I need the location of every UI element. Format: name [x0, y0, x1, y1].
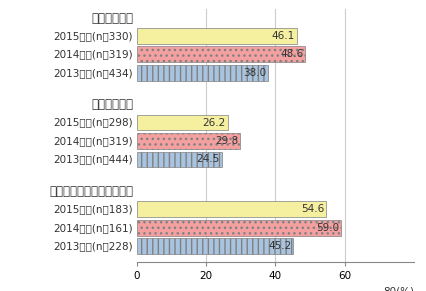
- Text: 38.0: 38.0: [243, 68, 266, 78]
- Bar: [136, 152, 221, 167]
- Text: 54.6: 54.6: [300, 204, 324, 214]
- Bar: [136, 65, 268, 81]
- Text: 2014年度(n＝319): 2014年度(n＝319): [53, 136, 133, 146]
- Text: 46.1: 46.1: [271, 31, 294, 41]
- Text: 2014年度(n＝161): 2014年度(n＝161): [53, 223, 133, 233]
- Text: 26.2: 26.2: [202, 118, 225, 127]
- Text: 民間放送事業: 民間放送事業: [91, 98, 133, 111]
- Text: 48.6: 48.6: [279, 49, 303, 59]
- Text: 29.8: 29.8: [215, 136, 238, 146]
- Text: 59.0: 59.0: [316, 223, 339, 233]
- Text: 有線テレビジョン放送事業: 有線テレビジョン放送事業: [49, 185, 133, 198]
- Text: 2013年度(n＝444): 2013年度(n＝444): [53, 155, 133, 164]
- Text: 24.5: 24.5: [196, 155, 219, 164]
- Text: 45.2: 45.2: [268, 241, 291, 251]
- Text: 2015年度(n＝183): 2015年度(n＝183): [53, 204, 133, 214]
- Bar: [136, 133, 239, 149]
- Bar: [136, 28, 296, 44]
- Text: 2013年度(n＝434): 2013年度(n＝434): [53, 68, 133, 78]
- Text: 2013年度(n＝228): 2013年度(n＝228): [53, 241, 133, 251]
- Bar: [136, 201, 325, 217]
- Text: 2015年度(n＝330): 2015年度(n＝330): [54, 31, 133, 41]
- Text: 80(%): 80(%): [382, 286, 413, 291]
- Bar: [136, 47, 305, 62]
- Text: 電気通信事業: 電気通信事業: [91, 12, 133, 24]
- Bar: [136, 238, 293, 254]
- Bar: [136, 115, 227, 130]
- Text: 2015年度(n＝298): 2015年度(n＝298): [53, 118, 133, 127]
- Text: 2014年度(n＝319): 2014年度(n＝319): [53, 49, 133, 59]
- Bar: [136, 220, 340, 236]
